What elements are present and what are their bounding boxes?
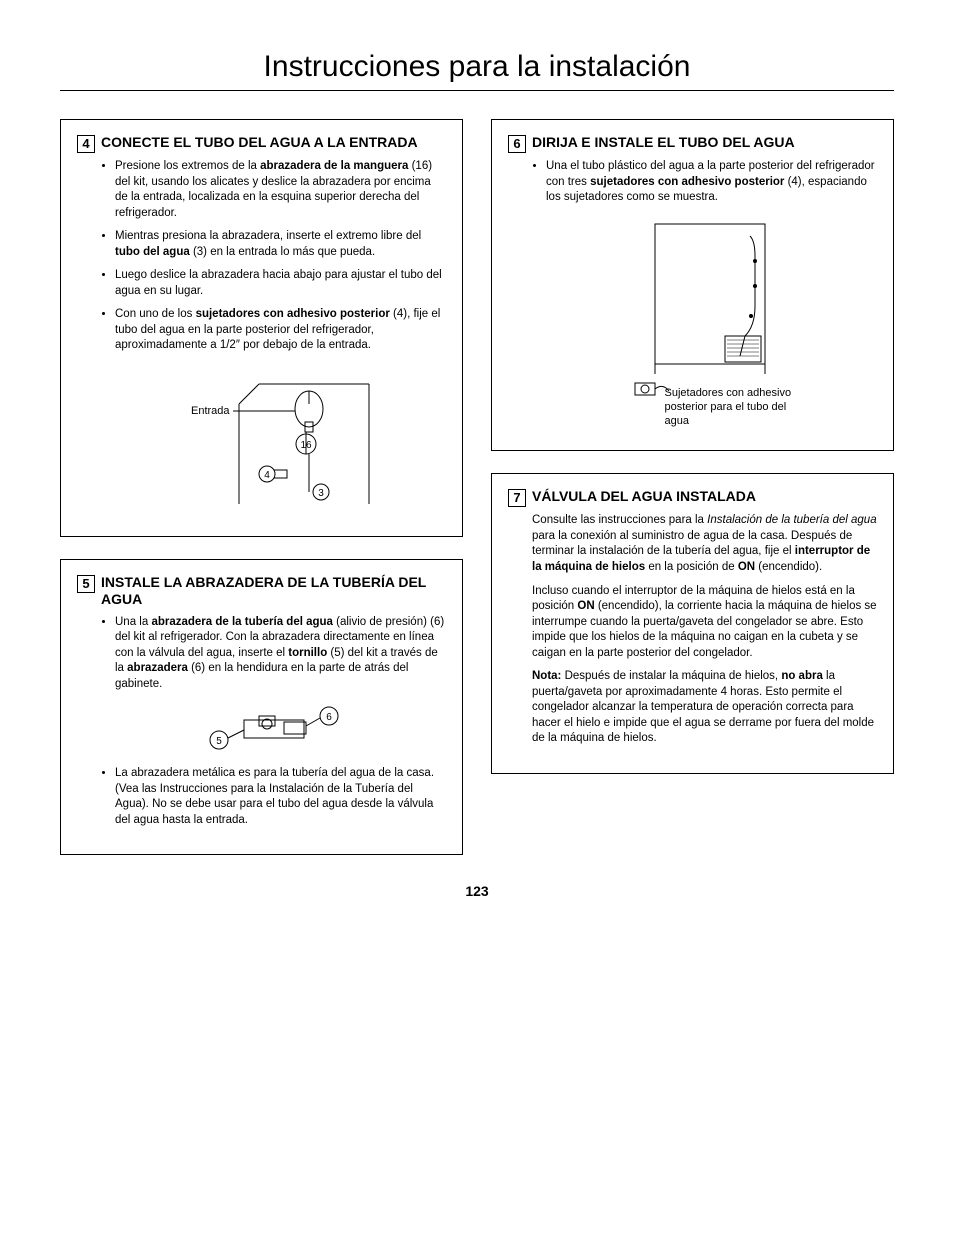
step-6-header: 6 DIRIJA E INSTALE EL TUBO DEL AGUA (508, 134, 877, 153)
step-6-figure: Sujetadores con adhesivo posterior para … (532, 216, 877, 429)
step-6-title: DIRIJA E INSTALE EL TUBO DEL AGUA (532, 134, 795, 152)
inlet-diagram-icon: 16 4 3 Entrada (169, 364, 379, 514)
step-4-bullet-4: Con uno de los sujetadores con adhesivo … (115, 307, 446, 354)
step-7-title: VÁLVULA DEL AGUA INSTALADA (532, 488, 756, 506)
step-6-caption: Sujetadores con adhesivo posterior para … (665, 386, 805, 429)
step-7: 7 VÁLVULA DEL AGUA INSTALADA Consulte la… (491, 473, 894, 773)
step-5-figure: 5 6 (101, 702, 446, 762)
page-number: 123 (60, 883, 894, 899)
svg-text:3: 3 (318, 488, 324, 499)
step-7-number: 7 (508, 489, 526, 507)
step-4-bullet-1: Presione los extremos de la abrazadera d… (115, 159, 446, 221)
step-7-header: 7 VÁLVULA DEL AGUA INSTALADA (508, 488, 877, 507)
step-4-bullet-3: Luego deslice la abrazadera hacia abajo … (115, 268, 446, 299)
step-4-title: CONECTE EL TUBO DEL AGUA A LA ENTRADA (101, 134, 418, 152)
step-4-bullet-2: Mientras presiona la abrazadera, inserte… (115, 229, 446, 260)
svg-text:Entrada: Entrada (191, 405, 230, 417)
step-7-p2: Incluso cuando el interruptor de la máqu… (532, 584, 877, 662)
step-4-header: 4 CONECTE EL TUBO DEL AGUA A LA ENTRADA (77, 134, 446, 153)
step-4: 4 CONECTE EL TUBO DEL AGUA A LA ENTRADA … (60, 119, 463, 537)
svg-text:4: 4 (264, 470, 270, 481)
page-title: Instrucciones para la instalación (60, 50, 894, 84)
step-5-header: 5 INSTALE LA ABRAZADERA DE LA TUBERÍA DE… (77, 574, 446, 609)
step-7-body: Consulte las instrucciones para la Insta… (508, 513, 877, 746)
step-6-bullet-1: Una el tubo plástico del agua a la parte… (546, 159, 877, 206)
step-6: 6 DIRIJA E INSTALE EL TUBO DEL AGUA Una … (491, 119, 894, 451)
step-4-figure: 16 4 3 Entrada (101, 364, 446, 514)
step-6-number: 6 (508, 135, 526, 153)
step-6-body: Una el tubo plástico del agua a la parte… (508, 159, 877, 428)
step-5-bullet-1: Una la abrazadera de la tubería del agua… (115, 615, 446, 693)
step-5-body: Una la abrazadera de la tubería del agua… (77, 615, 446, 829)
svg-text:5: 5 (216, 736, 222, 747)
svg-text:6: 6 (326, 712, 332, 723)
step-4-number: 4 (77, 135, 95, 153)
step-4-body: Presione los extremos de la abrazadera d… (77, 159, 446, 514)
step-5-title: INSTALE LA ABRAZADERA DE LA TUBERÍA DEL … (101, 574, 446, 609)
columns: 4 CONECTE EL TUBO DEL AGUA A LA ENTRADA … (60, 119, 894, 855)
clamp-diagram-icon: 5 6 (189, 702, 359, 762)
step-7-p3: Nota: Después de instalar la máquina de … (532, 669, 877, 747)
column-left: 4 CONECTE EL TUBO DEL AGUA A LA ENTRADA … (60, 119, 463, 855)
step-7-p1: Consulte las instrucciones para la Insta… (532, 513, 877, 575)
step-5-number: 5 (77, 575, 95, 593)
title-rule (60, 90, 894, 91)
step-5-bullet-2: La abrazadera metálica es para la tuberí… (115, 766, 446, 828)
page: Instrucciones para la instalación 4 CONE… (0, 0, 954, 939)
column-right: 6 DIRIJA E INSTALE EL TUBO DEL AGUA Una … (491, 119, 894, 855)
step-5: 5 INSTALE LA ABRAZADERA DE LA TUBERÍA DE… (60, 559, 463, 856)
